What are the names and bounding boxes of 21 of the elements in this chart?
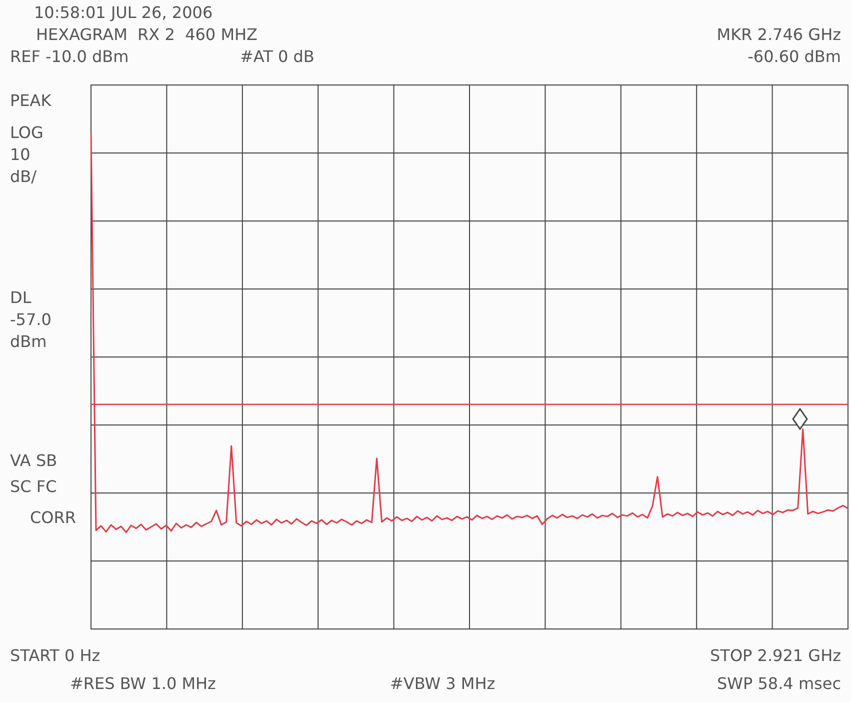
- text: REF -10.0 dBm: [10, 47, 129, 66]
- text: -60.60 dBm: [748, 47, 841, 66]
- text: START 0 Hz: [10, 646, 100, 665]
- text: 10:58:01 JUL 26, 2006: [34, 3, 213, 22]
- text: dB/: [10, 167, 37, 186]
- text: -57.0: [10, 310, 52, 329]
- text: CORR: [30, 508, 76, 527]
- text: STOP 2.921 GHz: [710, 646, 841, 665]
- text: LOG: [10, 123, 44, 142]
- text: #AT 0 dB: [240, 47, 314, 66]
- text: HEXAGRAM RX 2 460 MHZ: [36, 25, 258, 44]
- text: SWP 58.4 msec: [717, 674, 841, 693]
- text: VA SB: [10, 451, 58, 470]
- text: DL: [10, 288, 32, 307]
- text: 10: [10, 145, 30, 164]
- text: MKR 2.746 GHz: [716, 25, 841, 44]
- text: PEAK: [10, 91, 52, 110]
- text: #VBW 3 MHz: [390, 674, 496, 693]
- text: #RES BW 1.0 MHz: [70, 674, 216, 693]
- text: SC FC: [10, 477, 57, 496]
- text: dBm: [10, 332, 47, 351]
